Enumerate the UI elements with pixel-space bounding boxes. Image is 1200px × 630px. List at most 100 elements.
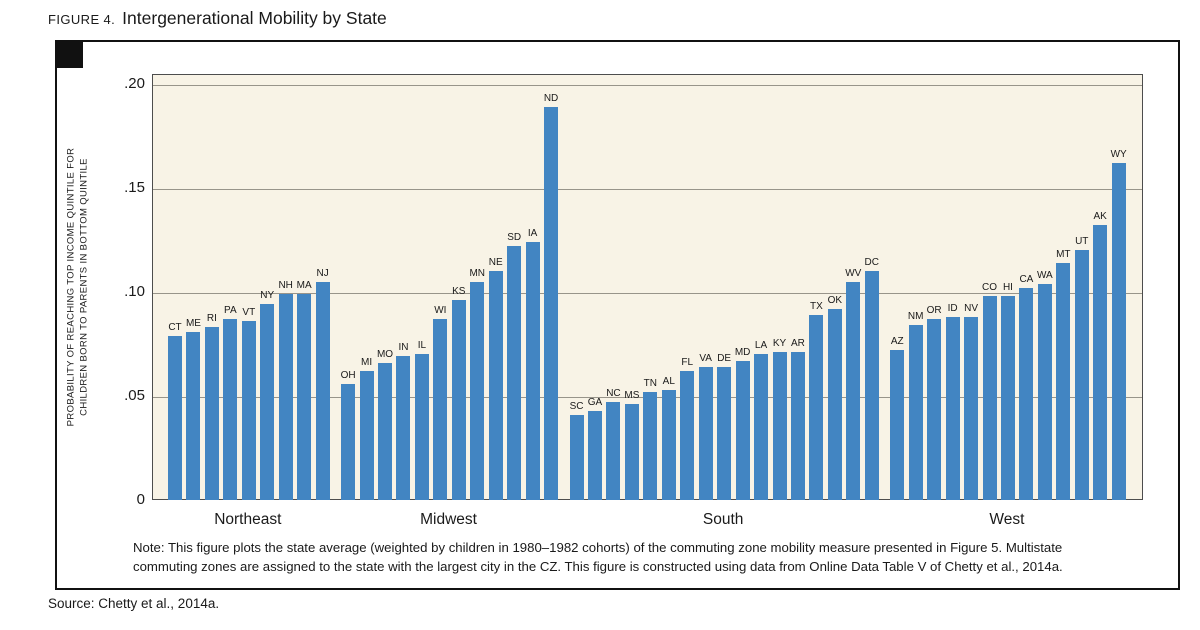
state-label-me: ME [185,317,201,329]
state-label-nm: NM [907,311,924,323]
state-label-wi: WI [434,305,447,317]
y-axis-title-line2: CHILDREN BORN TO PARENTS IN BOTTOM QUINT… [78,158,89,416]
bar-nc [606,402,621,500]
state-label-ak: AK [1093,211,1107,223]
bar-mi [359,371,374,500]
bar-il [414,354,429,500]
y-tick-label-0: 0 [136,491,145,508]
state-label-wa: WA [1036,269,1053,281]
bar-nv [964,316,979,500]
state-label-fl: FL [681,357,694,369]
state-label-co: CO [982,282,997,294]
state-label-in: IN [398,342,409,354]
bar-wa [1037,283,1052,500]
bar-id [945,316,960,500]
bar-va [698,366,713,500]
bar-wi [433,319,448,500]
gridline-15 [153,189,1142,190]
bar-me [186,331,201,500]
bar-dc [864,271,879,500]
state-label-wv: WV [845,267,862,279]
state-label-ne: NE [488,257,503,269]
y-tick-label-15: .15 [124,179,145,196]
state-label-nj: NJ [316,267,329,279]
bar-or [927,319,942,500]
bar-hi [1000,296,1015,500]
state-label-nd: ND [543,92,559,104]
state-label-ky: KY [772,338,787,350]
y-tick-label-20: .20 [124,75,145,92]
state-label-ar: AR [790,338,805,350]
state-label-nh: NH [278,280,293,292]
figure-number-label: FIGURE 4. [48,12,116,27]
state-label-dc: DC [864,257,879,269]
bar-ca [1019,287,1034,500]
state-label-ct: CT [168,321,182,333]
state-label-nc: NC [606,388,621,400]
state-label-wy: WY [1110,149,1127,161]
bar-ct [168,335,182,500]
state-label-il: IL [417,340,427,352]
state-label-hi: HI [1002,282,1013,294]
state-label-ga: GA [587,396,603,408]
state-label-sc: SC [569,400,584,412]
bar-ks [451,300,466,500]
source-line: Source: Chetty et al., 2014a. [48,596,220,611]
state-label-tn: TN [643,377,658,389]
bar-tx [809,314,824,500]
bar-wy [1111,163,1126,500]
bar-mn [470,281,485,500]
bar-wv [846,281,861,500]
state-label-la: LA [754,340,768,352]
state-label-oh: OH [340,369,356,381]
gridline-10 [153,293,1142,294]
bar-ia [525,242,540,500]
bar-tn [643,391,658,500]
state-label-vt: VT [242,307,256,319]
figure-note: Note: This figure plots the state averag… [133,540,1063,574]
bar-ma [297,294,312,500]
bar-ak [1093,225,1108,500]
bar-de [717,366,732,500]
bar-ut [1074,250,1089,500]
state-label-pa: PA [224,305,237,317]
corner-marker-square [55,40,83,68]
state-label-tx: TX [810,300,823,312]
state-label-ks: KS [452,286,466,298]
bar-ar [790,352,805,500]
bar-vt [241,321,256,500]
region-label-midwest: Midwest [420,511,477,528]
state-label-mo: MO [376,348,394,360]
bar-ri [204,327,219,500]
y-tick-label-05: .05 [124,387,145,404]
state-label-mi: MI [360,357,373,369]
bar-ne [488,271,503,500]
bar-nd [544,106,559,500]
figure-title: Intergenerational Mobility by State [122,8,387,28]
state-label-nv: NV [964,302,978,314]
region-label-northeast: Northeast [214,511,282,528]
y-axis-title-line1: PROBABILITY OF REACHING TOP INCOME QUINT… [65,147,77,427]
bar-ga [588,410,602,500]
bar-ny [260,304,275,500]
bar-mt [1056,262,1071,500]
gridline-20 [153,85,1142,86]
bar-nj [315,281,330,500]
state-label-az: AZ [890,336,904,348]
bar-co [982,296,997,500]
bar-md [735,360,750,500]
bar-nm [908,325,923,500]
state-label-ny: NY [260,290,275,302]
bar-fl [680,371,695,500]
y-tick-label-10: .10 [124,283,145,300]
bar-chart-plot-area: CT ME RI PA VT NY NH MA NJ OH MI MO IN IL WI KS MN NE SD IA… [152,74,1143,500]
bar-sc [569,414,584,500]
state-label-ms: MS [624,390,640,402]
bar-pa [223,319,238,500]
region-label-south: South [702,511,744,528]
state-label-al: AL [662,375,675,387]
bar-oh [341,383,356,500]
bar-az [890,350,905,500]
bar-mo [378,362,392,500]
state-label-md: MD [734,346,751,358]
